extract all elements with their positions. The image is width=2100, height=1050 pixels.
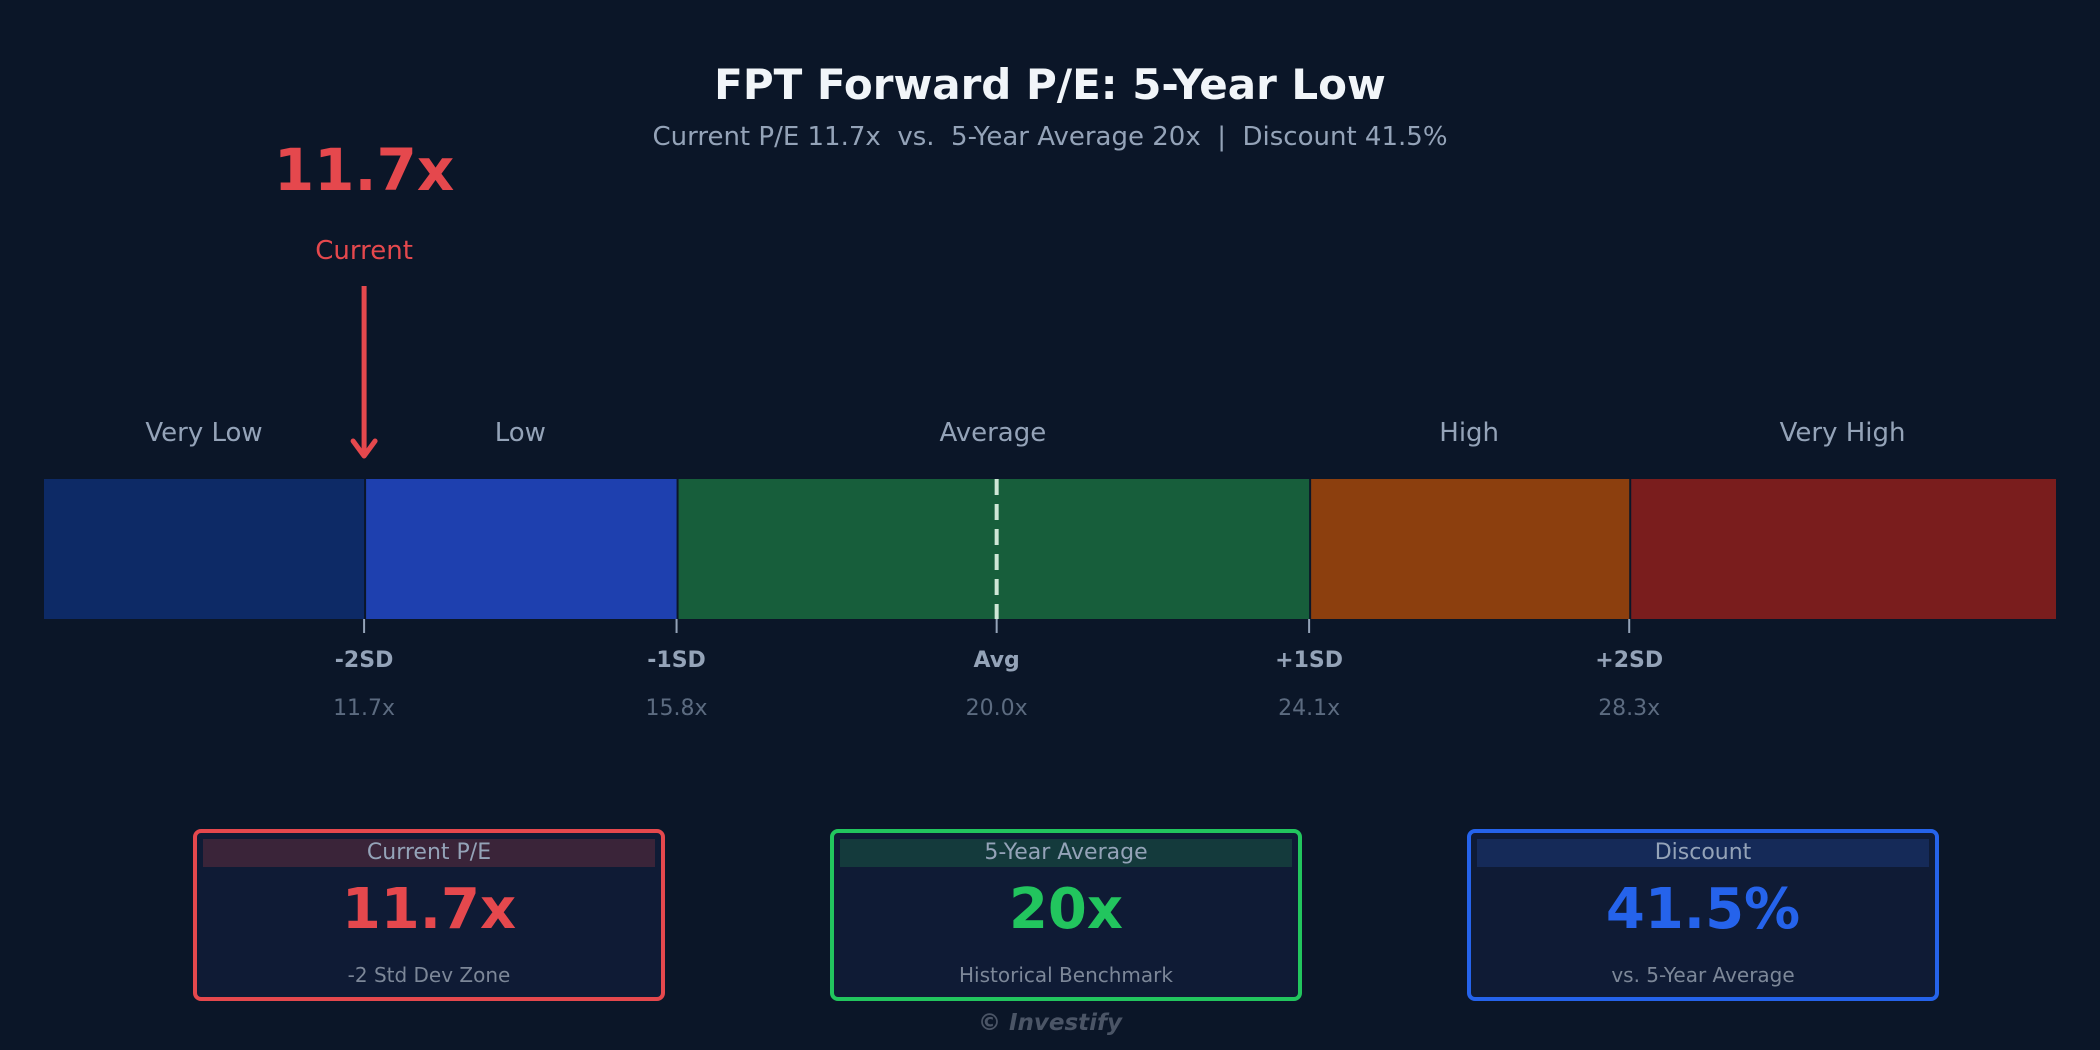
zone-label: Very Low (145, 418, 263, 448)
zone-bar (1311, 479, 1630, 619)
card-title: Discount (1477, 839, 1929, 867)
card-title: Current P/E (203, 839, 655, 867)
card-value: 41.5% (1605, 877, 1801, 942)
tick-value: 11.7x (333, 696, 396, 721)
tick-value: 15.8x (645, 696, 708, 721)
current-label: Current (315, 236, 413, 266)
footer-copyright: © Investify (977, 1010, 1123, 1036)
zone-bar (678, 479, 1310, 619)
zone-bar (366, 479, 677, 619)
tick-label: Avg (973, 648, 1020, 673)
card-note: vs. 5-Year Average (1611, 963, 1795, 987)
card-value: 20x (1008, 877, 1124, 942)
tick-label: +2SD (1595, 648, 1664, 673)
current-pe-card: Current P/E 11.7x -2 Std Dev Zone (193, 829, 665, 1001)
chart-title: FPT Forward P/E: 5-Year Low (714, 60, 1386, 109)
average-pe-card: 5-Year Average 20x Historical Benchmark (830, 829, 1302, 1001)
card-title: 5-Year Average (840, 839, 1292, 867)
card-note: -2 Std Dev Zone (347, 963, 511, 987)
zone-bar (44, 479, 365, 619)
zone-label: Very High (1779, 418, 1906, 448)
zone-label: Average (939, 418, 1047, 448)
current-marker-arrowhead (350, 438, 378, 459)
zone-label: High (1439, 418, 1500, 448)
valuation-scale-chart (44, 286, 2056, 633)
current-value-label: 11.7x (273, 136, 455, 204)
tick-value: 20.0x (965, 696, 1028, 721)
tick-label: +1SD (1275, 648, 1344, 673)
discount-card: Discount 41.5% vs. 5-Year Average (1467, 829, 1939, 1001)
chart-subtitle: Current P/E 11.7x vs. 5-Year Average 20x… (652, 122, 1448, 152)
zone-bar (1631, 479, 2056, 619)
tick-label: -2SD (334, 648, 394, 673)
tick-value: 28.3x (1598, 696, 1661, 721)
zone-label: Low (494, 418, 546, 448)
tick-value: 24.1x (1278, 696, 1341, 721)
card-value: 11.7x (341, 877, 517, 942)
tick-label: -1SD (647, 648, 706, 673)
card-note: Historical Benchmark (959, 963, 1173, 987)
